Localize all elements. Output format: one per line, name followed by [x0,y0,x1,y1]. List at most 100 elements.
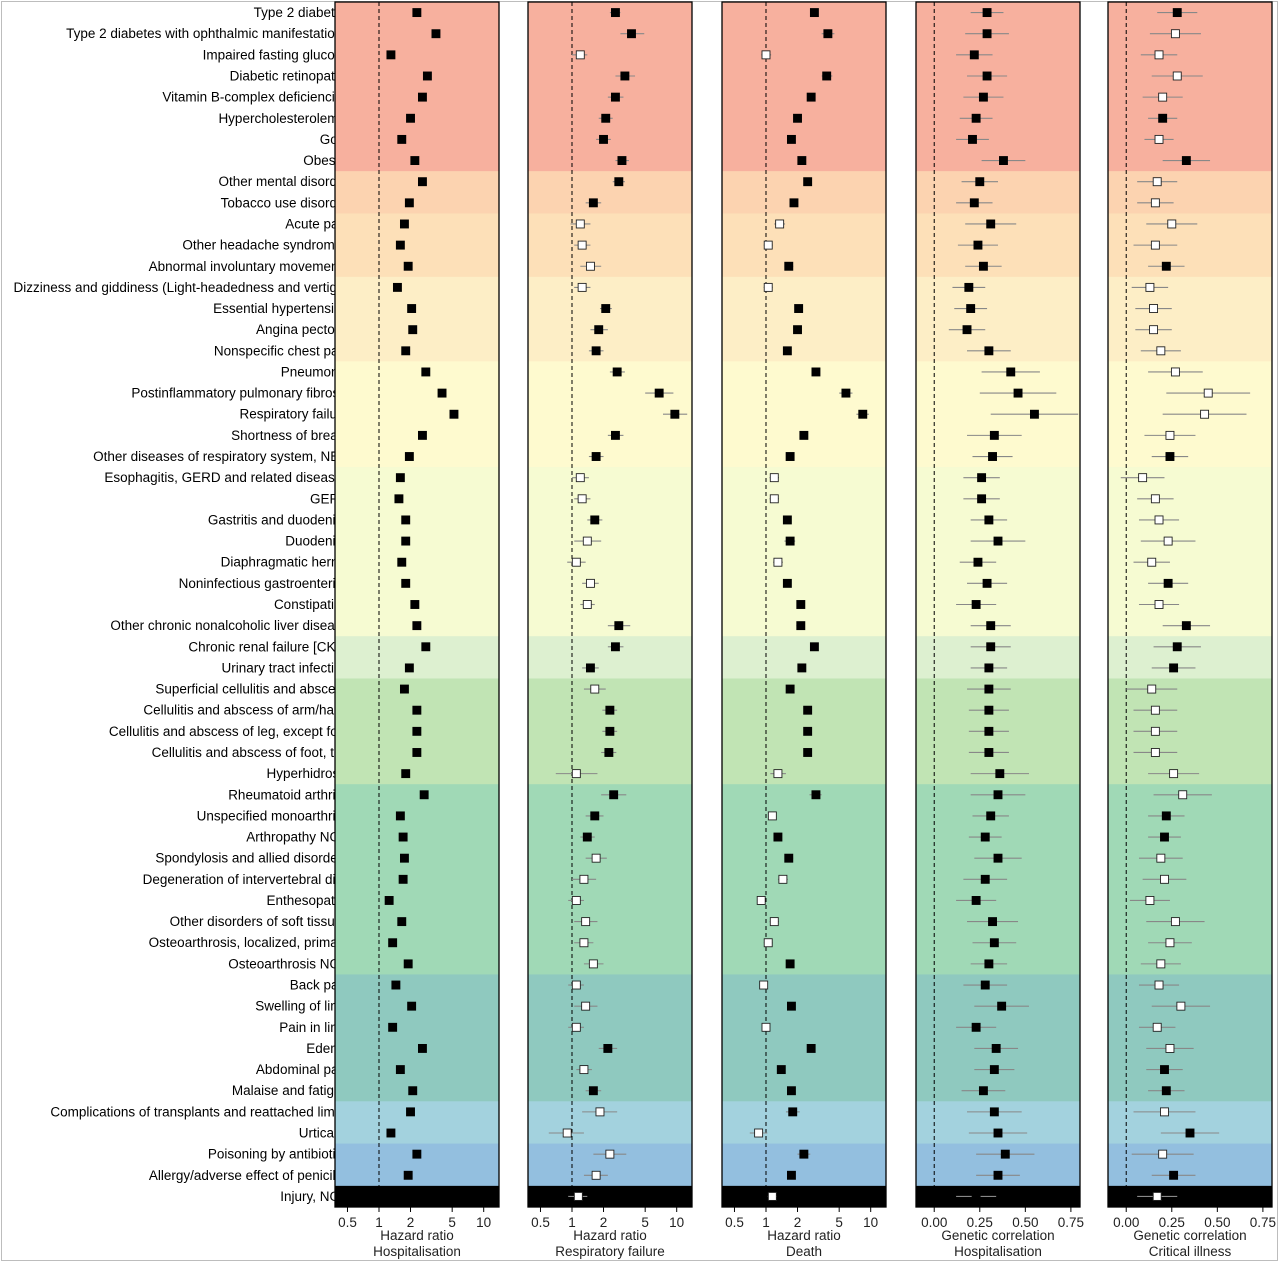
estimate-marker [1163,578,1173,588]
estimate-marker [449,409,459,419]
estimate-marker [761,1022,771,1032]
estimate-marker [971,896,981,905]
estimate-marker [982,71,992,81]
trait-label: Poisoning by antibiotics [208,1147,349,1162]
estimate-marker [1181,156,1191,166]
group-band [1108,1101,1272,1145]
trait-label: Gastritis and duodenitis [208,512,349,527]
trait-label: Respiratory failure [239,407,349,422]
estimate-marker [773,832,783,842]
estimate-marker [778,874,788,884]
estimate-marker [1160,874,1169,884]
estimate-marker [410,156,420,166]
estimate-marker [406,113,415,123]
estimate-marker [977,494,987,504]
trait-label: Enthesopathy [266,893,349,908]
estimate-marker [794,304,804,313]
estimate-marker [1150,705,1160,715]
estimate-marker [803,705,813,715]
estimate-marker [1160,1065,1169,1075]
estimate-marker [809,8,819,18]
estimate-marker [404,452,414,461]
group-band [916,467,1080,637]
estimate-marker [978,1086,988,1096]
estimate-marker [579,1065,589,1075]
estimate-marker [966,304,976,313]
trait-label: Pain in limb [279,1020,349,1035]
axis-title-line2: Death [786,1244,822,1259]
estimate-marker [398,832,408,842]
estimate-marker [1167,219,1177,229]
panel-border [527,1,693,1208]
estimate-marker [982,8,992,18]
trait-label: Abdominal pain [256,1062,349,1077]
estimate-marker [1152,1022,1162,1032]
tick-label: 1 [762,1215,770,1230]
estimate-marker [993,536,1003,546]
estimate-marker [1147,557,1157,567]
group-band [722,467,886,637]
estimate-marker [1181,621,1191,631]
group-band [1108,276,1272,362]
estimate-marker [384,896,394,905]
tick-label: 1 [375,1215,383,1230]
estimate-marker [796,600,806,609]
estimate-marker [591,346,601,356]
group-band [722,974,886,1102]
estimate-marker [786,1170,796,1180]
estimate-marker [1145,282,1155,292]
estimate-marker [1150,240,1160,250]
estimate-marker [610,642,620,652]
group-band [1108,974,1272,1102]
estimate-marker [969,50,979,60]
estimate-marker [1154,50,1164,60]
estimate-marker [397,134,407,144]
group-band [528,1185,692,1208]
estimate-marker [761,50,771,60]
estimate-marker [767,811,777,821]
estimate-marker [579,938,589,948]
estimate-marker [407,304,417,313]
trait-label: Cellulitis and abscess of arm/hand [143,703,349,718]
estimate-marker [590,811,600,821]
trait-label: Dizziness and giddiness (Light-headednes… [14,280,349,295]
estimate-marker [984,726,994,736]
trait-label: Unspecified monoarthritis [197,808,350,823]
tick-label: 0.5 [725,1215,744,1230]
trait-label: Malaise and fatigue [232,1083,349,1098]
estimate-marker [968,134,977,144]
estimate-marker [610,8,620,18]
tick-label: 0.00 [1113,1215,1139,1230]
tick-label: 10 [476,1215,491,1230]
estimate-marker [769,494,779,504]
estimate-marker [609,790,619,800]
estimate-marker [1170,367,1180,377]
trait-label: Other chronic nonalcoholic liver disease [110,618,349,633]
trait-label: Type 2 diabetes [254,5,350,20]
estimate-marker [971,113,981,123]
estimate-marker [585,663,595,673]
estimate-marker [980,874,990,884]
estimate-marker [612,367,622,377]
estimate-marker [403,1170,413,1180]
estimate-marker [410,600,420,609]
estimate-marker [763,282,773,292]
estimate-marker [773,557,783,567]
estimate-marker [1176,1001,1186,1011]
axis-title-line1: Hazard ratio [380,1228,454,1243]
estimate-marker [408,1086,418,1096]
estimate-marker [605,1149,615,1159]
estimate-marker [573,1191,583,1201]
trait-label: Other headache syndromes [182,238,349,253]
estimate-marker [406,1107,415,1117]
estimate-marker [412,748,422,757]
group-band [1108,213,1272,278]
estimate-marker [571,980,581,990]
tick-label: 0.00 [921,1215,947,1230]
estimate-marker [408,325,418,335]
estimate-marker [811,367,821,377]
estimate-marker [610,92,620,102]
estimate-marker [1161,811,1171,821]
axis-title-line1: Genetic correlation [941,1228,1054,1243]
trait-label: Diabetic retinopathy [230,68,350,83]
